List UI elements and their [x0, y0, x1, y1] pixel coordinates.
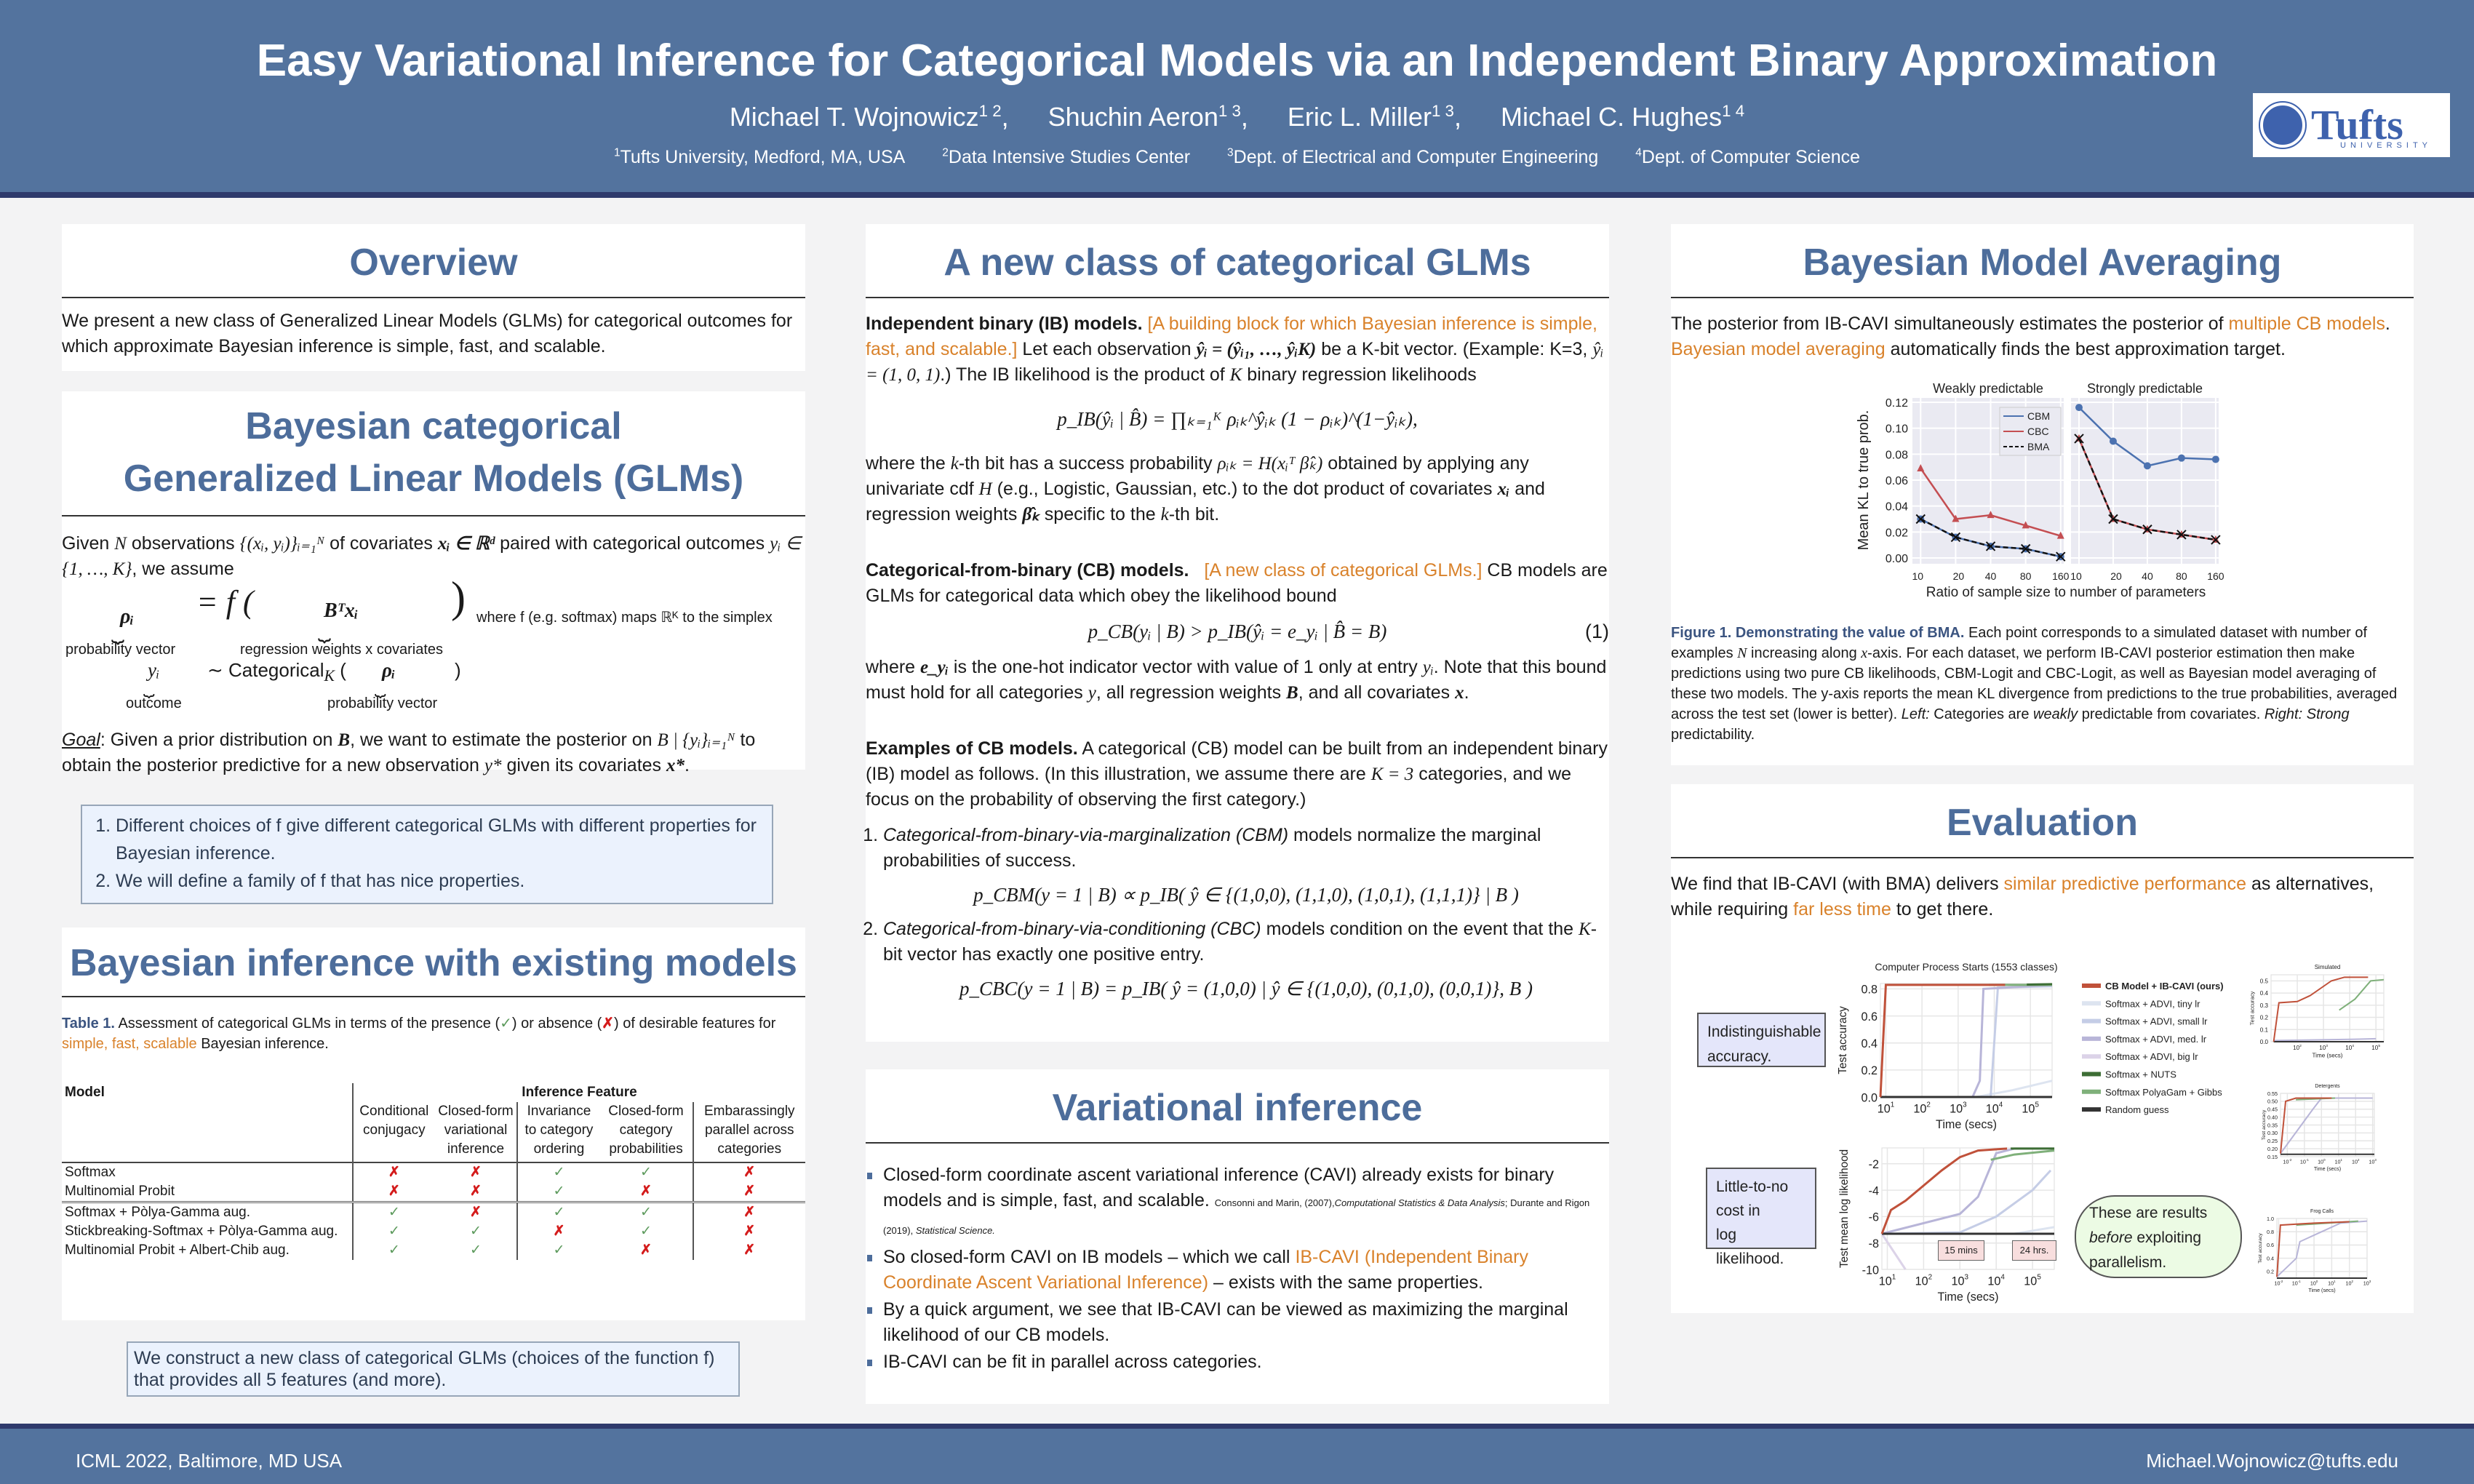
model-name: Softmax + Pòlya-Gamma aug. — [65, 1205, 251, 1220]
glm-equation: ρᵢ ⏟ probability vector = f ( Bᵀxᵢ ⏟ reg… — [65, 573, 773, 711]
tag-24-hrs: 24 hrs. — [2012, 1240, 2056, 1261]
cross-icon: ✗ — [640, 1184, 652, 1199]
glm-goal: Goal: Given a prior distribution on B, w… — [62, 730, 756, 775]
cbm-item: Categorical-from-binary-via-marginalizat… — [883, 823, 1609, 908]
bullet: Closed-form coordinate ascent variationa… — [866, 1162, 1609, 1243]
author: Shuchin Aeron1 3, — [1048, 102, 1248, 132]
ib-likelihood-equation: p_IB(ŷᵢ | B̂) = ∏ₖ₌₁ᴷ ρᵢₖ^ŷᵢₖ (1 − ρᵢₖ)^… — [1057, 408, 1418, 430]
check-icon: ✓ — [640, 1165, 652, 1180]
glm-note-box: Different choices of f give different ca… — [81, 805, 773, 904]
cross-icon: ✗ — [743, 1184, 756, 1199]
author: Michael C. Hughes1 4 — [1501, 102, 1745, 132]
glm-panel: Bayesian categorical Generalized Linear M… — [62, 391, 805, 775]
affiliation: 3Dept. of Electrical and Computer Engine… — [1227, 147, 1599, 168]
table-row: Stickbreaking-Softmax + Pòlya-Gamma aug.… — [62, 1222, 805, 1241]
bullet: By a quick argument, we see that IB-CAVI… — [866, 1297, 1609, 1348]
model-name: Stickbreaking-Softmax + Pòlya-Gamma aug. — [65, 1224, 338, 1239]
check-icon: ✓ — [470, 1224, 482, 1239]
cb-bound-equation: p_CB(yᵢ | B) > p_IB(ŷᵢ = e_yᵢ | B̂ = B)(… — [1088, 621, 1609, 642]
bullet: IB-CAVI can be fit in parallel across ca… — [866, 1349, 1609, 1375]
glm-intro: Given N observations {(xᵢ, yᵢ)}ᵢ₌₁ᴺ of c… — [62, 533, 802, 579]
poster-header: Easy Variational Inference for Categoric… — [0, 0, 2474, 194]
author-list: Michael T. Wojnowicz1 2, Shuchin Aeron1 … — [0, 102, 2474, 132]
bma-panel: Bayesian Model Averaging The posterior f… — [1671, 224, 2414, 765]
evaluation-text: We find that IB-CAVI (with BMA) delivers… — [1671, 874, 2374, 919]
table-caption: Table 1. Assessment of categorical GLMs … — [62, 1016, 776, 1052]
contact-email: Michael.Wojnowicz@tufts.edu — [2146, 1450, 2398, 1472]
section-title: Bayesian Model Averaging — [1671, 224, 2414, 298]
check-icon: ✓ — [388, 1242, 400, 1258]
affiliation-list: 1Tufts University, Medford, MA, USA 2Dat… — [0, 147, 2474, 168]
callout-parallelism: These are results before exploiting parall… — [2075, 1195, 2242, 1278]
cross-icon: ✗ — [388, 1165, 400, 1180]
new-class-panel: A new class of categorical GLMs Independ… — [866, 224, 1609, 1042]
poster-footer: ICML 2022, Baltimore, MD USA Michael.Woj… — [0, 1424, 2474, 1484]
affiliation: 1Tufts University, Medford, MA, USA — [613, 147, 906, 168]
model-name: Multinomial Probit — [65, 1184, 175, 1199]
bullet: So closed-form CAVI on IB models – which… — [866, 1245, 1609, 1296]
cb-paragraph: Categorical-from-binary (CB) models. [A … — [866, 560, 1608, 606]
check-icon: ✓ — [553, 1205, 565, 1220]
cross-icon: ✗ — [743, 1242, 756, 1258]
overview-text: We present a new class of Generalized Li… — [62, 311, 793, 356]
tufts-logo: Tufts UNIVERSITY — [2253, 93, 2450, 157]
table-row: Multinomial Probit ✗ ✗ ✓ ✗ ✗ — [62, 1182, 805, 1202]
affiliation: 4Dept. of Computer Science — [1635, 147, 1861, 168]
existing-note-box: We construct a new class of categorical … — [127, 1341, 740, 1397]
header-divider — [0, 192, 2474, 198]
check-icon: ✓ — [553, 1165, 565, 1180]
cbc-item: Categorical-from-binary-via-conditioning… — [883, 917, 1609, 1002]
feature-table: Model Inference Feature Conditional conju… — [62, 1083, 805, 1260]
cb-examples-list: Categorical-from-binary-via-marginalizat… — [866, 823, 1609, 1002]
cross-icon: ✗ — [640, 1242, 652, 1258]
section-title: Variational inference — [866, 1069, 1609, 1144]
cb-note-paragraph: where e_yᵢ is the one-hot indicator vect… — [866, 657, 1607, 703]
table-row: Multinomial Probit + Albert-Chib aug. ✓ ✓ ✓… — [62, 1241, 805, 1260]
affiliation: 2Data Intensive Studies Center — [942, 147, 1191, 168]
cbm-equation: p_CBM(y = 1 | B) ∝ p_IB( ŷ ∈ {(1,0,0), (… — [973, 884, 1519, 906]
poster-title: Easy Variational Inference for Categoric… — [256, 36, 2218, 86]
author: Eric L. Miller1 3, — [1287, 102, 1461, 132]
section-title: Overview — [62, 224, 805, 298]
check-icon: ✓ — [640, 1224, 652, 1239]
cross-icon: ✗ — [470, 1165, 482, 1180]
conference-label: ICML 2022, Baltimore, MD USA — [76, 1450, 343, 1472]
existing-models-panel: Bayesian inference with existing models … — [62, 928, 805, 1320]
cross-icon: ✗ — [470, 1184, 482, 1199]
check-icon: ✓ — [640, 1205, 652, 1220]
check-icon: ✓ — [553, 1184, 565, 1199]
section-title: Bayesian inference with existing models — [62, 928, 805, 997]
section-title: Evaluation — [1671, 784, 2414, 858]
figure-caption: Figure 1. Demonstrating the value of BMA… — [1671, 625, 2398, 743]
section-title: A new class of categorical GLMs — [866, 224, 1609, 298]
ib-probability-paragraph: where the k-th bit has a success probabi… — [866, 453, 1545, 524]
callout-log-likelihood: Little-to-no cost in log likelihood. — [1706, 1168, 1816, 1267]
cross-icon: ✗ — [743, 1165, 756, 1180]
vi-bullets: Closed-form coordinate ascent variationa… — [866, 1162, 1609, 1375]
cross-icon: ✗ — [470, 1205, 482, 1220]
model-name: Multinomial Probit + Albert-Chib aug. — [65, 1242, 290, 1258]
bma-text: The posterior from IB-CAVI simultaneousl… — [1671, 314, 2390, 359]
cross-icon: ✗ — [743, 1205, 756, 1220]
table-row: Softmax + Pòlya-Gamma aug. ✓ ✗ ✓ ✓ ✗ — [62, 1202, 805, 1222]
tag-15-mins: 15 mins — [1938, 1240, 1984, 1261]
cbc-equation: p_CBC(y = 1 | B) = p_IB( ŷ = (1,0,0) | ŷ… — [959, 978, 1533, 1000]
check-icon: ✓ — [553, 1242, 565, 1258]
overview-panel: Overview We present a new class of Gener… — [62, 224, 805, 371]
callout-accuracy: Indistinguishable accuracy. — [1697, 1013, 1826, 1067]
ib-paragraph: Independent binary (IB) models. [A build… — [866, 314, 1604, 385]
section-title: Bayesian categorical Generalized Linear M… — [62, 391, 805, 516]
table-row: Softmax ✗ ✗ ✓ ✓ ✗ — [62, 1162, 805, 1182]
cross-icon: ✗ — [388, 1184, 400, 1199]
model-name: Softmax — [65, 1165, 116, 1180]
check-icon: ✓ — [470, 1242, 482, 1258]
university-seal-icon — [2259, 101, 2307, 149]
check-icon: ✓ — [388, 1224, 400, 1239]
cross-icon: ✗ — [553, 1224, 565, 1239]
cross-icon: ✗ — [743, 1224, 756, 1239]
check-icon: ✓ — [388, 1205, 400, 1220]
author: Michael T. Wojnowicz1 2, — [729, 102, 1009, 132]
examples-paragraph: Examples of CB models. A categorical (CB… — [866, 738, 1608, 810]
variational-inference-panel: Variational inference Closed-form coordi… — [866, 1069, 1609, 1404]
